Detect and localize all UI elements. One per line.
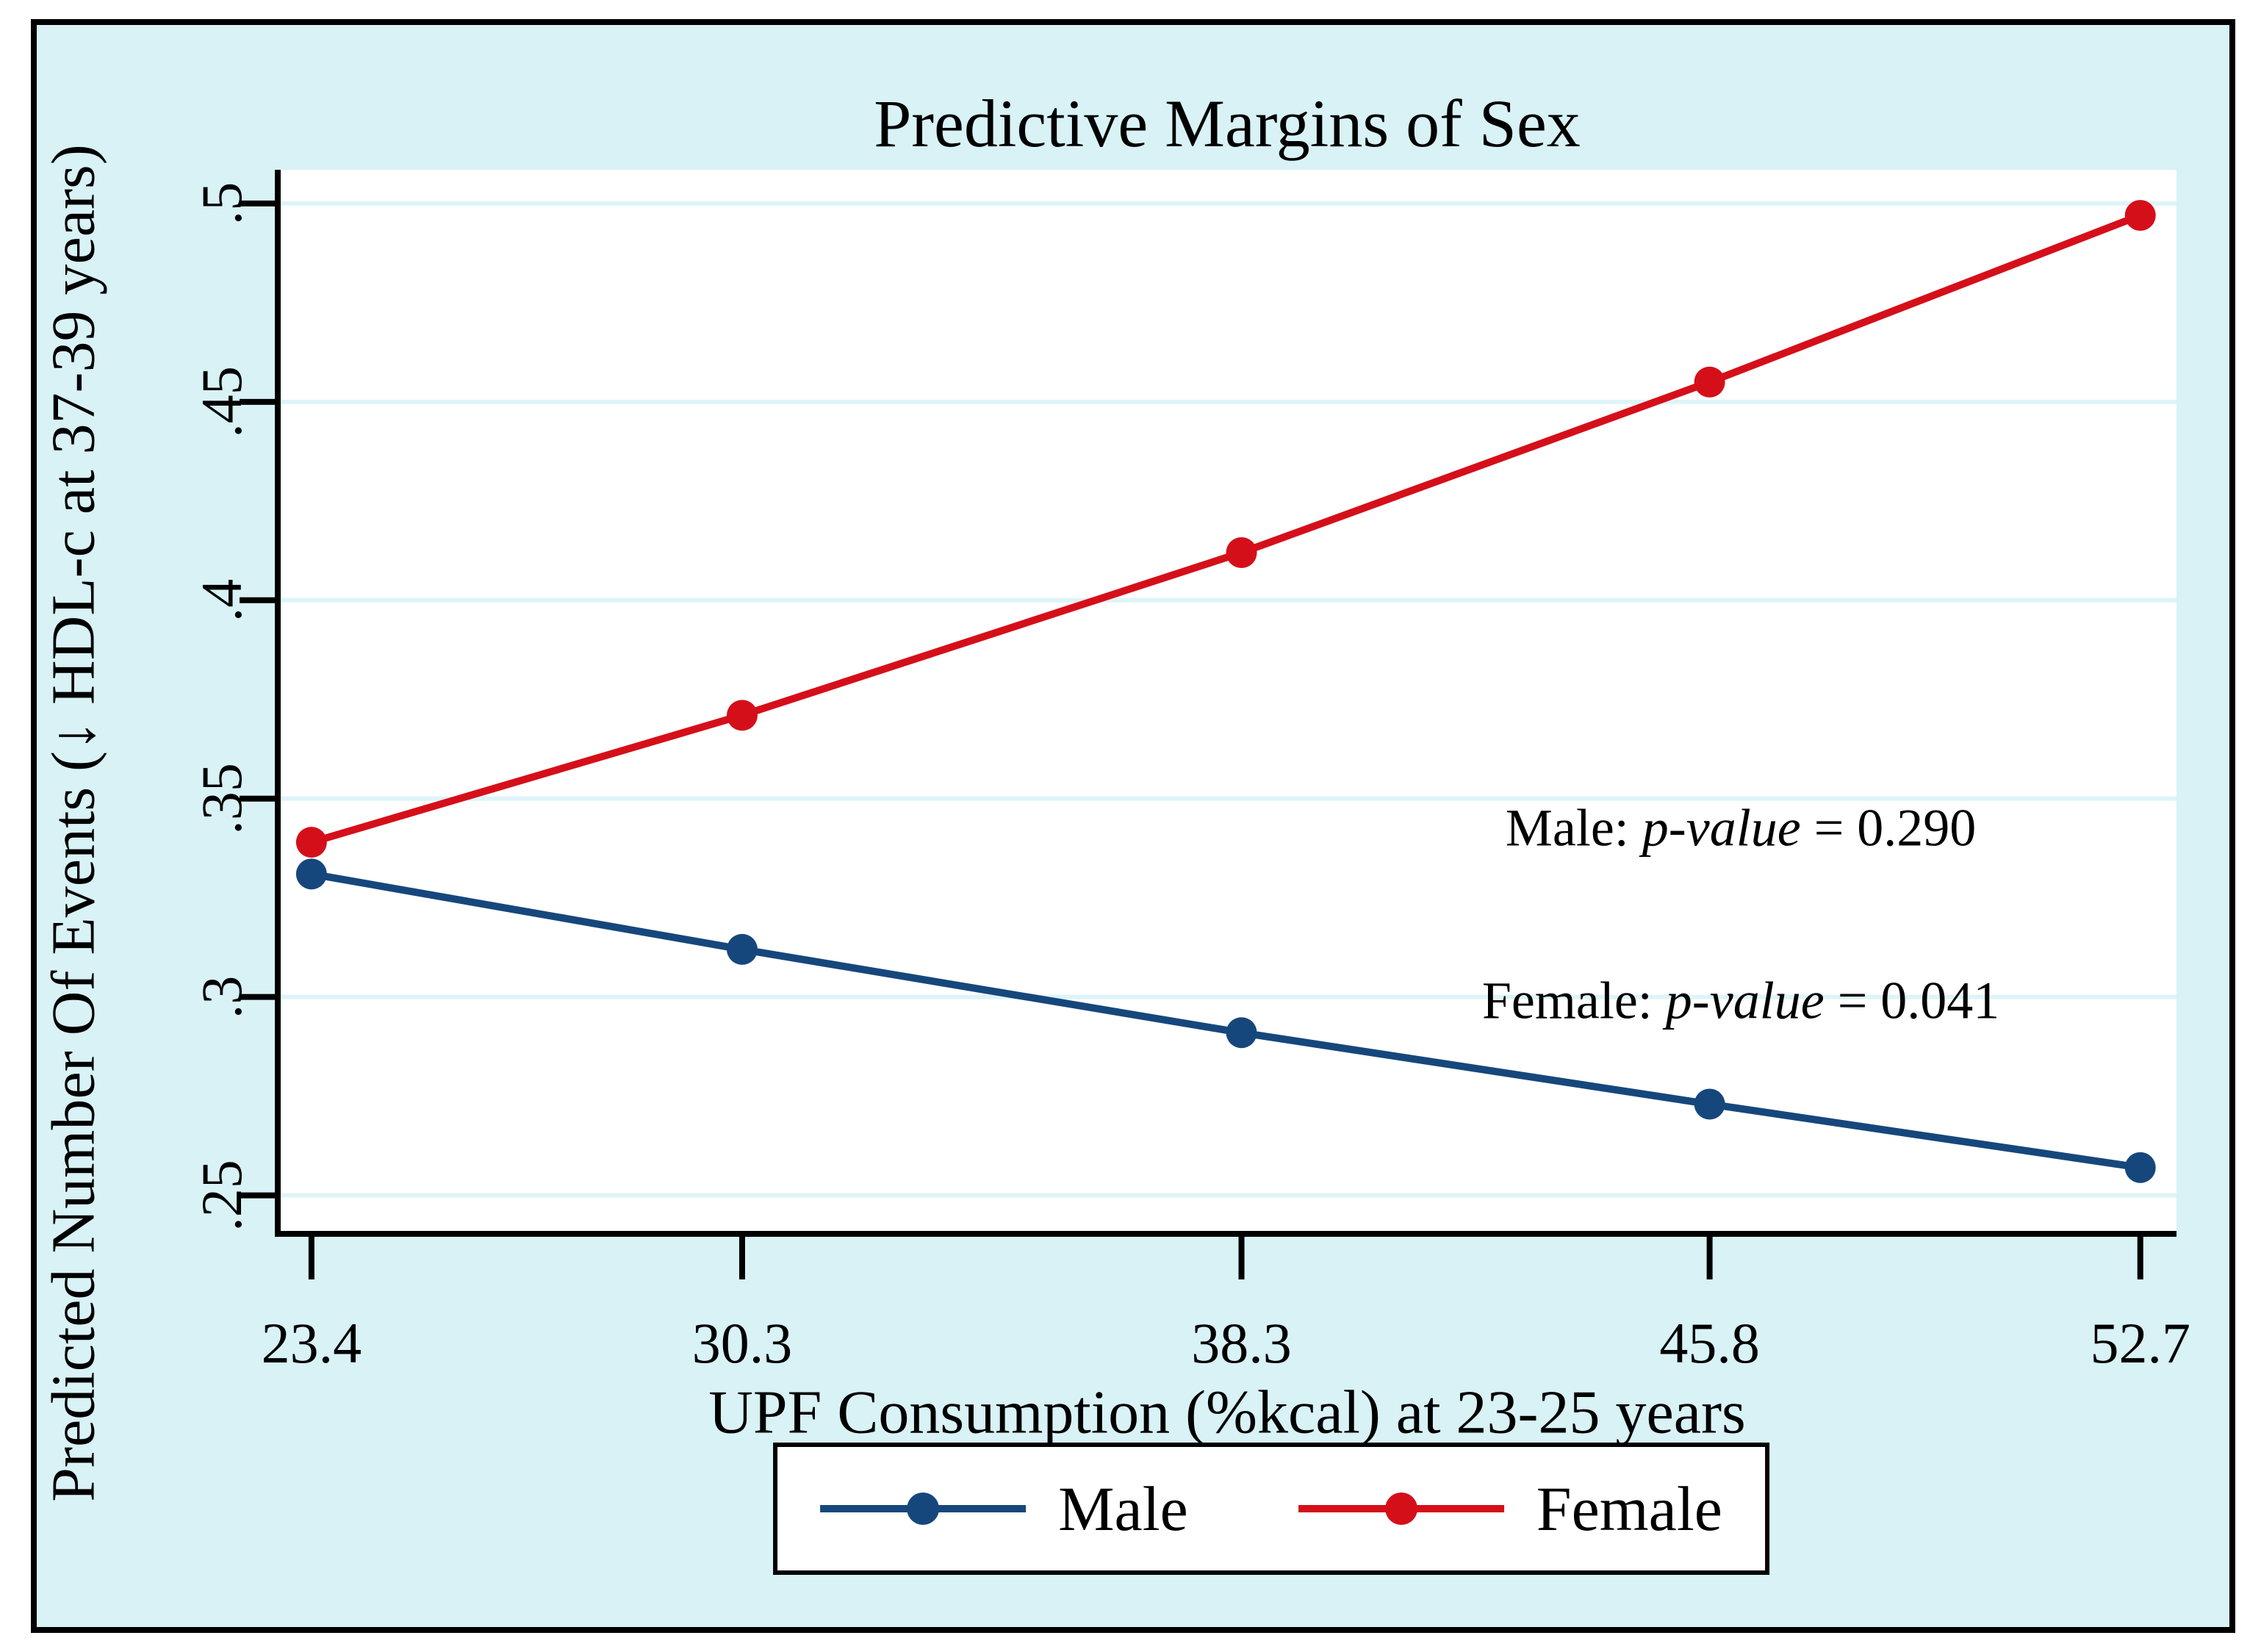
female-marker <box>2124 200 2156 231</box>
female-marker <box>1694 366 1725 398</box>
x-tick-label: 30.3 <box>691 1311 793 1375</box>
male-marker <box>295 858 327 890</box>
annotation-male-pvalue: Male: p-value = 0.290 <box>1506 798 1976 859</box>
y-tick-label: .25 <box>190 1159 254 1232</box>
legend: Male Female <box>773 1443 1769 1575</box>
legend-item-male: Male <box>820 1472 1188 1545</box>
female-marker <box>726 700 758 731</box>
y-tick-label: .35 <box>190 762 254 835</box>
female-marker <box>1226 536 1257 568</box>
annotation-male-suffix: = 0.290 <box>1800 798 1977 858</box>
male-marker <box>2124 1152 2156 1183</box>
legend-label-female: Female <box>1536 1473 1722 1544</box>
legend-label-male: Male <box>1058 1473 1188 1544</box>
male-marker <box>1226 1017 1257 1049</box>
annotation-female-prefix: Female: <box>1481 971 1666 1030</box>
y-axis-title: Predicted Number Of Events (↓ HDL-c at 3… <box>39 144 108 1502</box>
y-tick-label: .5 <box>190 182 254 226</box>
y-tick-label: .45 <box>190 366 254 438</box>
y-tick-label: .4 <box>190 578 254 622</box>
plot-area <box>278 170 2176 1234</box>
male-marker <box>1694 1088 1725 1120</box>
male-marker <box>726 933 758 965</box>
male-line-sample <box>820 1493 1027 1525</box>
x-tick-label: 38.3 <box>1191 1311 1292 1375</box>
annotation-male-italic: p-value <box>1642 798 1801 858</box>
female-marker <box>295 827 327 858</box>
x-axis-title: UPF Consumption (%kcal) at 23-25 years <box>708 1378 1746 1447</box>
x-tick-label: 23.4 <box>261 1311 362 1375</box>
male-marker-icon <box>907 1493 940 1525</box>
female-marker-icon <box>1384 1493 1417 1525</box>
annotation-male-prefix: Male: <box>1505 798 1642 858</box>
annotation-female-italic: p-value <box>1665 971 1825 1030</box>
annotation-female-suffix: = 0.041 <box>1824 971 2000 1030</box>
legend-item-female: Female <box>1298 1472 1722 1545</box>
x-tick-label: 52.7 <box>2090 1311 2190 1375</box>
y-tick-label: .3 <box>190 975 254 1019</box>
x-tick-label: 45.8 <box>1659 1311 1760 1375</box>
annotation-female-pvalue: Female: p-value = 0.041 <box>1482 971 1999 1032</box>
female-line-sample <box>1298 1493 1504 1525</box>
chart-title: Predictive Margins of Sex <box>874 86 1581 161</box>
